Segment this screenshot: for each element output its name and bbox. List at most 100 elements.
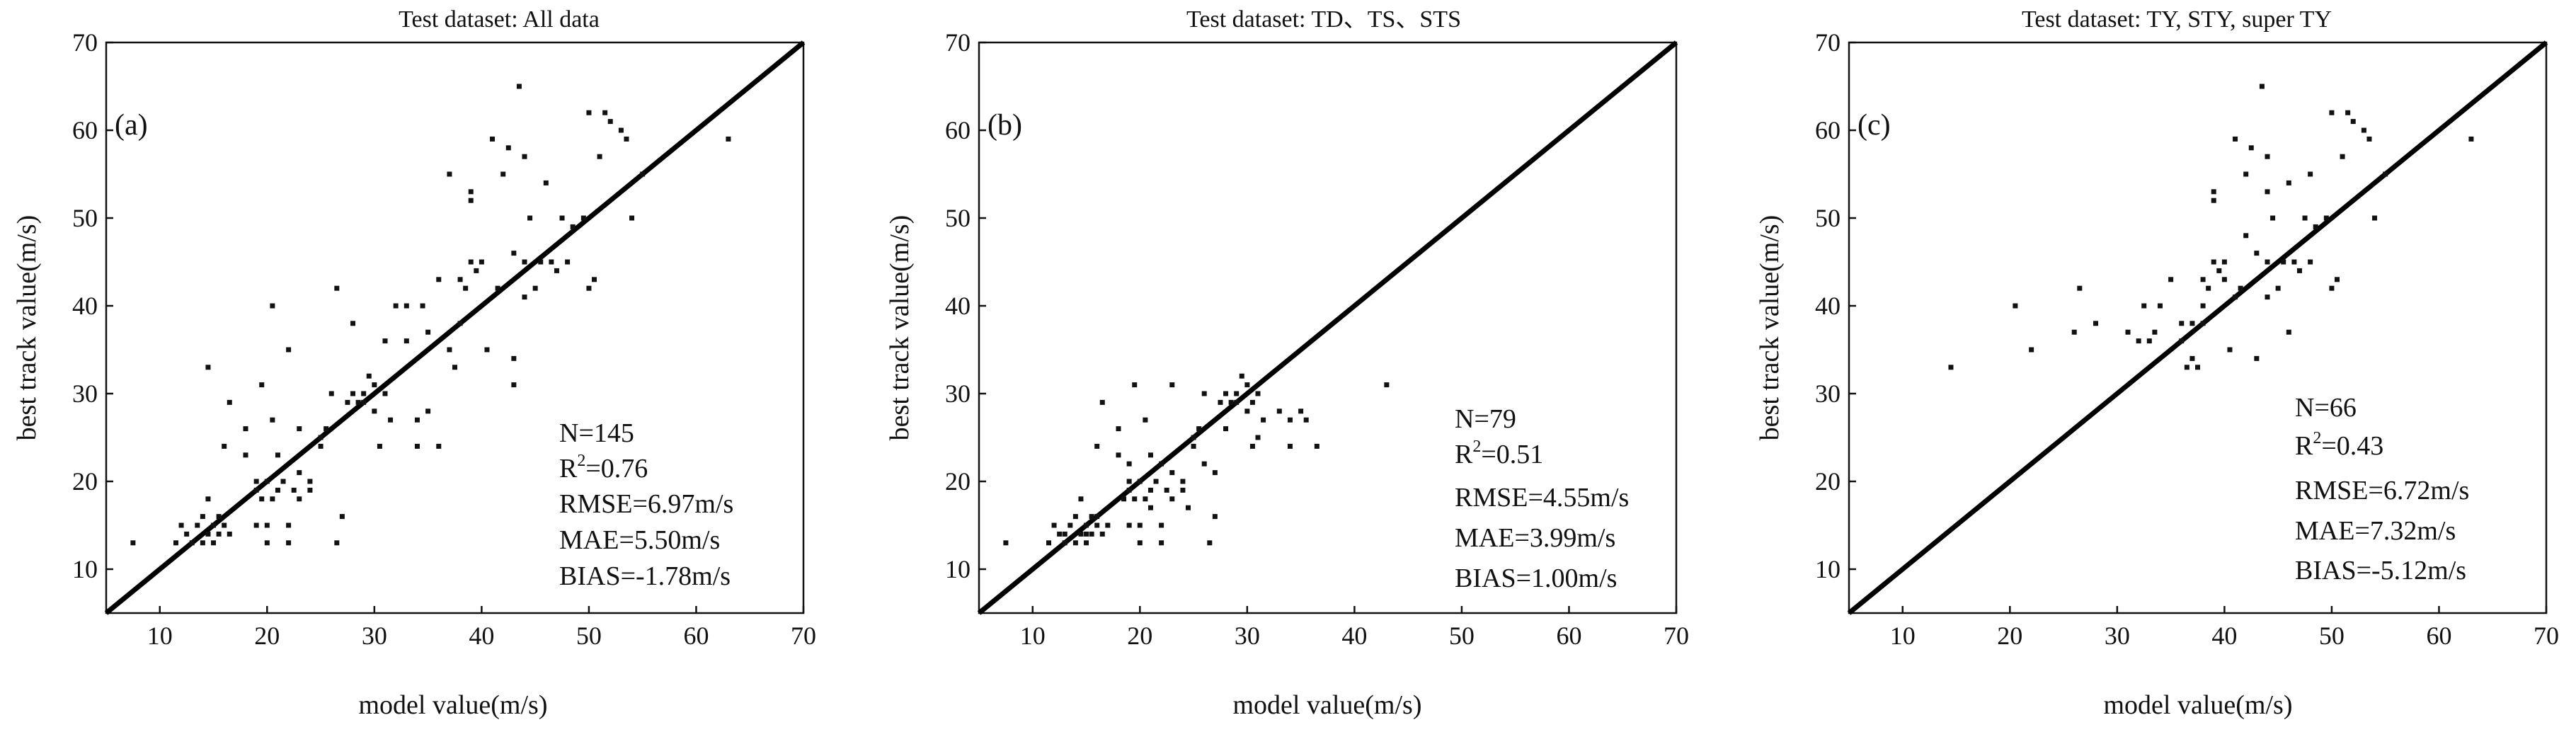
panel-a-data-point: [543, 180, 549, 185]
panel-c-data-point: [2296, 268, 2302, 273]
panel-c-data-point: [2313, 224, 2318, 229]
panel-b-data-point: [1255, 435, 1261, 440]
panel-a-data-point: [205, 365, 211, 370]
panel-b-data-point: [1143, 417, 1148, 423]
panel-c-data-point: [2013, 303, 2018, 309]
panel-b-ticks: 10 20 30 40 50 60 70 10 20 30 40 50 60 70: [945, 28, 1689, 650]
panel-a-data-point: [511, 251, 517, 256]
panel-a-stat-bias: BIAS=-1.78m/s: [559, 561, 731, 591]
panel-a-data-point: [253, 522, 259, 528]
panel-a-data-point: [447, 171, 452, 177]
panel-b-data-point: [1169, 382, 1175, 388]
panel-a-data-point: [318, 443, 324, 449]
panel-b-stats: N=79 R2=0.51 RMSE=4.55m/s MAE=3.99m/s BI…: [1455, 404, 1629, 593]
panel-a-data-point: [522, 259, 527, 265]
panel-b-data-point: [1223, 391, 1229, 396]
panel-c-data-point: [2211, 189, 2216, 195]
panel-c-stat-mae: MAE=7.32m/s: [2295, 516, 2456, 546]
panel-a-stat-rmse: RMSE=6.97m/s: [559, 489, 733, 519]
panel-b-data-point: [1164, 487, 1169, 493]
panel-c-data-point: [2468, 136, 2474, 142]
panel-c-stats: N=66 R2=0.43 RMSE=6.72m/s MAE=7.32m/s BI…: [2295, 393, 2469, 585]
panel-b-stat-mae: MAE=3.99m/s: [1455, 523, 1615, 553]
panel-a-y-tick-label: 10: [72, 555, 98, 583]
panel-c-y-axis-label: best track value(m/s): [1755, 215, 1785, 441]
panel-c-data-point: [2168, 277, 2174, 282]
panel-c-data-point: [2254, 355, 2260, 361]
panel-b-data-point: [1244, 408, 1250, 414]
panel-c-data-point: [2211, 198, 2216, 203]
panel-c-label: (c): [1857, 109, 1891, 142]
panel-c-data-point: [2125, 329, 2131, 335]
panel-c-y-tick-label: 10: [1815, 555, 1841, 583]
panel-c-data-point: [2372, 215, 2378, 221]
panel-a-x-tick-label: 40: [469, 622, 494, 650]
panel-b-y-tick-label: 20: [945, 467, 971, 496]
panel-b-data-point: [1159, 461, 1164, 467]
panel-b-data-point: [1212, 470, 1218, 476]
panel-c-data-point: [2243, 171, 2249, 177]
panel-a-label: (a): [115, 109, 148, 142]
panel-b-data-point: [1180, 479, 1186, 484]
panel-b-data-point: [1126, 461, 1132, 467]
panel-a-data-point: [264, 540, 270, 546]
panel-a-data-point: [457, 321, 463, 326]
panel-a-data-point: [297, 426, 302, 432]
panel-a-data-point: [350, 321, 356, 326]
panel-b-y-axis-label: best track value(m/s): [885, 215, 915, 441]
panel-a-data-point: [522, 294, 527, 300]
panel-a-data-point: [468, 259, 474, 265]
panel-c-data-point: [2340, 154, 2345, 159]
panel-a-data-point: [270, 496, 275, 502]
panel-c-x-tick-label: 10: [1890, 622, 1916, 650]
panel-b-data-point: [1249, 443, 1255, 449]
panel-b-x-tick-label: 60: [1556, 622, 1581, 650]
panel-a-data-point: [511, 355, 517, 361]
panel-c-stat-r2-prefix: R: [2295, 431, 2313, 461]
panel-b-data-point: [1147, 505, 1153, 510]
panel-a-data-point: [334, 285, 340, 291]
panel-a-stat-mae: MAE=5.50m/s: [559, 525, 720, 555]
panel-a-data-point: [216, 531, 222, 537]
panel-c-points: [1948, 84, 2474, 370]
panel-a-data-point: [195, 522, 200, 528]
panel-a-data-point: [297, 496, 302, 502]
panel-a-data-point: [447, 347, 452, 353]
panel-a-data-point: [377, 443, 382, 449]
panel-a-data-point: [414, 417, 420, 423]
panel-b-data-point: [1234, 399, 1240, 405]
panel-c-data-point: [2302, 215, 2308, 221]
panel-a-data-point: [264, 522, 270, 528]
panel-a-data-point: [403, 303, 409, 309]
panel-c-x-tick-label: 40: [2211, 622, 2237, 650]
panel-c-x-tick-label: 50: [2319, 622, 2345, 650]
panel-a-data-point: [580, 215, 586, 221]
panel-a-data-point: [307, 487, 313, 493]
panel-a-data-point: [253, 487, 259, 493]
panel-c-data-point: [2216, 268, 2222, 273]
panel-b-data-point: [1078, 531, 1084, 537]
panel-c-data-point: [2200, 303, 2206, 309]
panel-b-data-point: [1062, 531, 1067, 537]
panel-c-data-point: [2265, 154, 2270, 159]
panel-a-one-to-one-line: [104, 40, 806, 615]
panel-a-data-point: [479, 259, 484, 265]
panel-a-data-point: [184, 531, 190, 537]
panel-c-y-tick-label: 70: [1815, 28, 1841, 57]
panel-c-data-point: [2146, 338, 2152, 344]
panel-b-label: (b): [988, 109, 1022, 142]
panel-b-data-point: [1249, 399, 1255, 405]
panel-a-data-point: [361, 391, 367, 396]
panel-a-data-point: [227, 399, 232, 405]
panel-a-data-point: [243, 452, 248, 458]
panel-a-stat-r2-sup: 2: [577, 452, 585, 470]
panel-a-x-tick-label: 60: [683, 622, 709, 650]
panel-a-stat-r2-prefix: R: [559, 454, 578, 484]
panel-c-data-point: [2200, 321, 2206, 326]
panel-c-data-point: [2029, 347, 2034, 353]
panel-a-data-point: [549, 259, 554, 265]
panel-a-data-point: [586, 285, 592, 291]
panel-a-data-point: [297, 470, 302, 476]
panel-a-data-point: [334, 540, 340, 546]
panel-b-x-tick-label: 50: [1449, 622, 1475, 650]
